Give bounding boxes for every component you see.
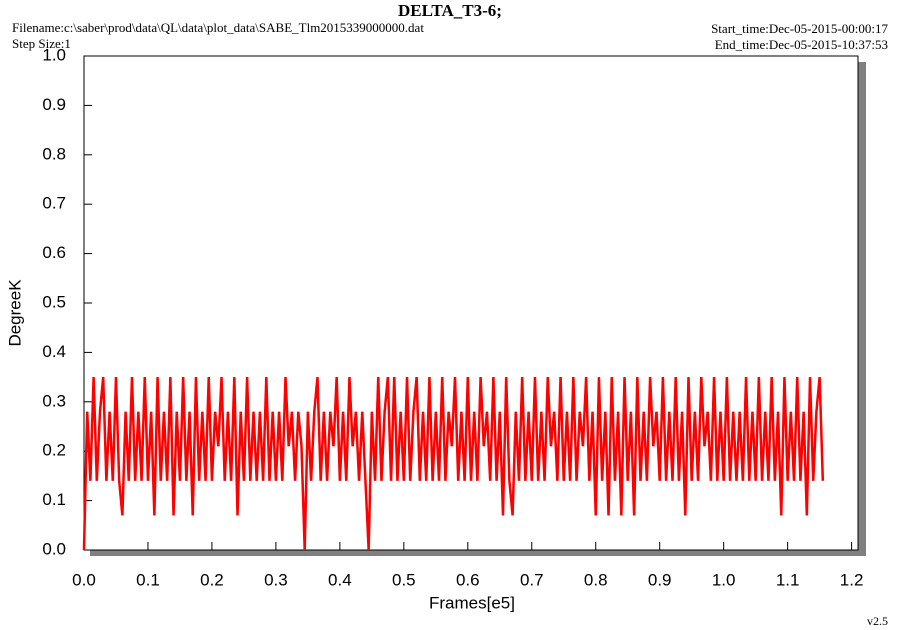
y-tick-label: 0.7	[42, 194, 66, 213]
x-axis-label: Frames[e5]	[429, 593, 515, 612]
y-tick-label: 0.6	[42, 243, 66, 262]
x-tick-label: 0.8	[584, 570, 608, 589]
y-tick-label: 0.5	[42, 292, 66, 311]
version: v2.5	[867, 614, 888, 628]
x-tick-label: 0.4	[328, 570, 352, 589]
y-tick-label: 0.4	[42, 342, 66, 361]
x-tick-label: 0.2	[200, 570, 224, 589]
x-tick-label: 0.6	[456, 570, 480, 589]
y-tick-label: 0.1	[42, 490, 66, 509]
y-tick-label: 0.3	[42, 391, 66, 410]
x-tick-label: 0.1	[136, 570, 160, 589]
chart-title: DELTA_T3-6;	[398, 1, 502, 20]
x-tick-label: 0.0	[72, 570, 96, 589]
y-tick-label: 0.0	[42, 539, 66, 558]
data-line	[82, 376, 825, 551]
end-time: End_time:Dec-05-2015-10:37:53	[715, 37, 888, 52]
x-tick-label: 1.1	[776, 570, 800, 589]
y-tick-label: 0.9	[42, 95, 66, 114]
x-tick-label: 1.0	[712, 570, 736, 589]
y-axis-label: DegreeK	[5, 279, 24, 347]
y-tick-label: 0.8	[42, 144, 66, 163]
x-tick-label: 0.7	[520, 570, 544, 589]
step-size: Step Size:1	[12, 36, 71, 51]
x-tick-label: 0.9	[648, 570, 672, 589]
start-time: Start_time:Dec-05-2015-00:00:17	[711, 21, 888, 36]
filename: Filename:c:\saber\prod\data\QL\data\plot…	[12, 20, 424, 35]
x-tick-label: 0.5	[392, 570, 416, 589]
y-tick-label: 1.0	[42, 45, 66, 64]
x-tick-label: 0.3	[264, 570, 288, 589]
x-tick-label: 1.2	[840, 570, 864, 589]
y-tick-label: 0.2	[42, 441, 66, 460]
